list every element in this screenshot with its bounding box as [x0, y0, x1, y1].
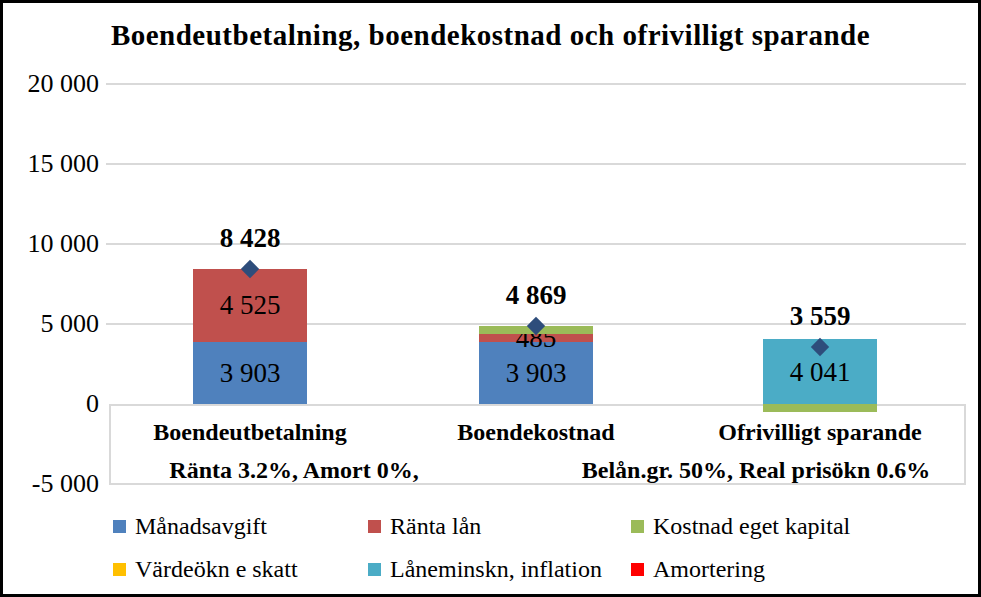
legend-item: Månadsavgift	[113, 513, 267, 539]
legend-item: Kostnad eget kapital	[631, 513, 850, 539]
legend-item: Värdeökn e skatt	[113, 556, 298, 582]
gridline	[106, 163, 966, 165]
legend-label: Månadsavgift	[135, 513, 267, 540]
legend-label: Låneminskn, inflation	[390, 556, 602, 583]
bar-segment-kostnad-eget-kapital	[763, 404, 877, 412]
legend-swatch-icon	[113, 520, 126, 533]
legend-item: Låneminskn, inflation	[368, 556, 602, 582]
chart-title: Boendeutbetalning, boendekostnad och ofr…	[3, 19, 978, 52]
legend-swatch-icon	[631, 563, 644, 576]
segment-value-label: 3 903	[506, 359, 567, 386]
legend-item: Ränta lån	[368, 513, 481, 539]
total-value-label: 4 869	[506, 282, 567, 309]
y-axis-tick-label: 20 000	[3, 68, 99, 100]
category-label: Ofrivilligt sparande	[718, 415, 921, 449]
y-axis-tick-label: 15 000	[3, 148, 99, 180]
legend-label: Ränta lån	[390, 513, 481, 540]
legend-item: Amortering	[631, 556, 765, 582]
y-axis-tick-label: 5 000	[3, 308, 99, 340]
segment-value-label: 4 525	[220, 292, 281, 319]
total-value-label: 3 559	[790, 303, 851, 330]
segment-value-label: 4 041	[790, 358, 851, 385]
legend-swatch-icon	[368, 563, 381, 576]
category-label: Boendeutbetalning	[153, 415, 346, 449]
legend-label: Amortering	[653, 556, 765, 583]
segment-value-label: 3 903	[220, 359, 281, 386]
chart-frame: Boendeutbetalning, boendekostnad och ofr…	[0, 0, 981, 597]
legend-label: Kostnad eget kapital	[653, 513, 850, 540]
y-axis-tick-label: 10 000	[3, 228, 99, 260]
y-axis-tick-label: -5 000	[3, 468, 99, 500]
y-axis-tick-label: 0	[3, 388, 99, 420]
legend-label: Värdeökn e skatt	[135, 556, 298, 583]
category-label: Boendekostnad	[457, 415, 614, 449]
legend-swatch-icon	[631, 520, 644, 533]
axis-note-right: Belån.gr. 50%, Real prisökn 0.6%	[582, 455, 930, 485]
total-value-label: 8 428	[220, 225, 281, 252]
legend-swatch-icon	[113, 563, 126, 576]
gridline	[106, 83, 966, 85]
legend-swatch-icon	[368, 520, 381, 533]
axis-note-left: Ränta 3.2%, Amort 0%,	[169, 455, 418, 485]
